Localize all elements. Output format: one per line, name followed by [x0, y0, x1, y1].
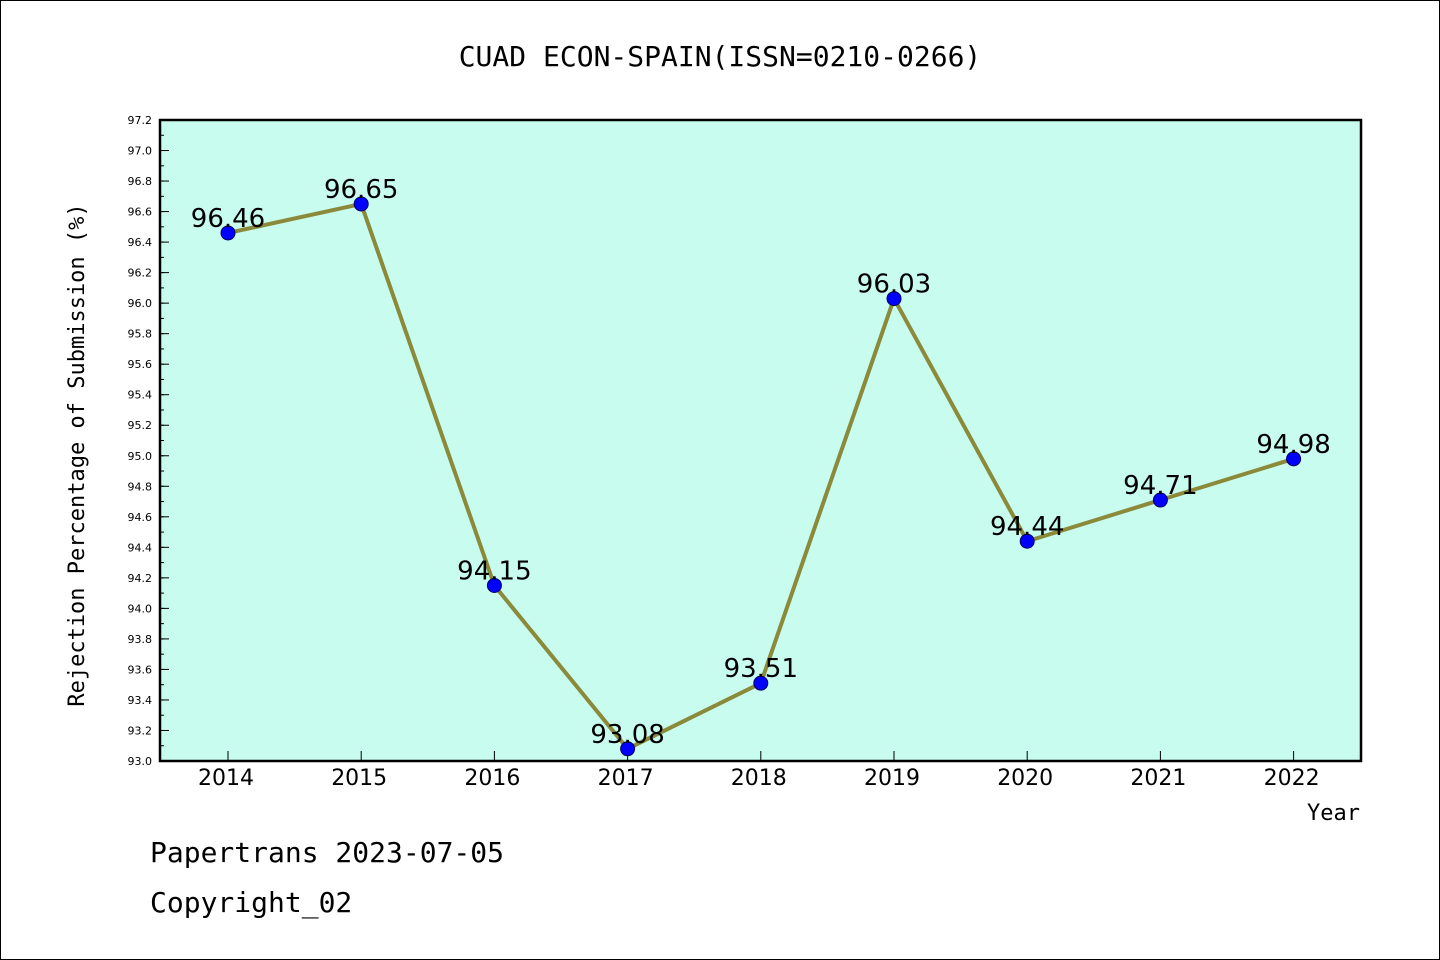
x-tick-label: 2014: [198, 766, 254, 791]
y-tick-label: 96.4: [128, 236, 153, 249]
data-point: [1286, 451, 1302, 467]
x-tick-label: 2018: [731, 766, 787, 791]
y-tick-label: 94.2: [128, 572, 153, 585]
y-tick-label: 94.4: [128, 541, 153, 554]
data-label: 93.51: [724, 654, 798, 684]
data-label: 94.44: [990, 512, 1064, 542]
y-tick-label: 94.0: [128, 602, 153, 615]
x-tick-label: 2019: [864, 766, 920, 791]
y-tick-label: 94.6: [128, 511, 153, 524]
y-tick-label: 96.8: [128, 175, 153, 188]
data-label: 94.71: [1123, 471, 1197, 501]
y-tick-label: 93.2: [128, 724, 153, 737]
y-tick-label: 95.0: [128, 450, 153, 463]
y-tick-label: 93.0: [128, 755, 153, 768]
plot-area: [160, 120, 1361, 761]
data-label: 96.46: [191, 204, 265, 234]
data-point: [1019, 533, 1035, 549]
data-point: [753, 675, 769, 691]
y-tick-label: 95.8: [128, 328, 153, 341]
x-tick-label: 2016: [464, 766, 520, 791]
y-axis-label: Rejection Percentage of Submission (%): [65, 203, 90, 706]
y-tick-label: 93.6: [128, 663, 153, 676]
data-point: [353, 196, 369, 212]
series-markers: [220, 196, 1302, 757]
x-tick-label: 2022: [1264, 766, 1320, 791]
data-label: 94.15: [457, 556, 531, 586]
x-tick-label: 2021: [1130, 766, 1186, 791]
data-point: [220, 225, 236, 241]
footer-date: Papertrans 2023-07-05: [150, 836, 505, 869]
y-tick-label: 97.2: [128, 114, 153, 127]
data-labels: 96.46 96.65 94.15 93.08 93.51 96.03 94.44 94.71…: [191, 175, 1331, 750]
x-tick-label: 2017: [598, 766, 654, 791]
y-tick-label: 97.0: [128, 145, 153, 158]
data-point: [486, 577, 502, 593]
data-label: 93.08: [590, 720, 664, 750]
y-tick-label: 93.4: [128, 694, 153, 707]
chart-title: CUAD ECON-SPAIN(ISSN=0210-0266): [459, 40, 982, 73]
x-tick-label: 2020: [997, 766, 1053, 791]
y-axis-ticks: 93.0 93.2 93.4 93.6 93.8 94.0 94.2 94.4 94.6 94.8…: [128, 114, 169, 768]
data-point: [1152, 492, 1168, 508]
y-tick-label: 95.6: [128, 358, 153, 371]
x-axis-label: Year: [1307, 801, 1360, 826]
x-axis-ticks: 2014 2015 2016 2017 2018 2019 2020 2021 2022: [198, 751, 1320, 791]
data-label: 94.98: [1256, 430, 1330, 460]
y-tick-label: 93.8: [128, 633, 153, 646]
y-tick-label: 94.8: [128, 480, 153, 493]
data-point: [886, 291, 902, 307]
plot-border: [158, 118, 1363, 763]
y-tick-label: 96.0: [128, 297, 153, 310]
y-tick-label: 96.6: [128, 206, 153, 219]
y-tick-label: 96.2: [128, 267, 153, 280]
data-point: [620, 741, 636, 757]
y-tick-label: 95.2: [128, 419, 153, 432]
x-tick-label: 2015: [331, 766, 387, 791]
y-tick-label: 95.4: [128, 389, 153, 402]
footer-copyright: Copyright_02: [150, 886, 353, 919]
data-label: 96.65: [324, 175, 398, 205]
data-label: 96.03: [857, 270, 931, 300]
